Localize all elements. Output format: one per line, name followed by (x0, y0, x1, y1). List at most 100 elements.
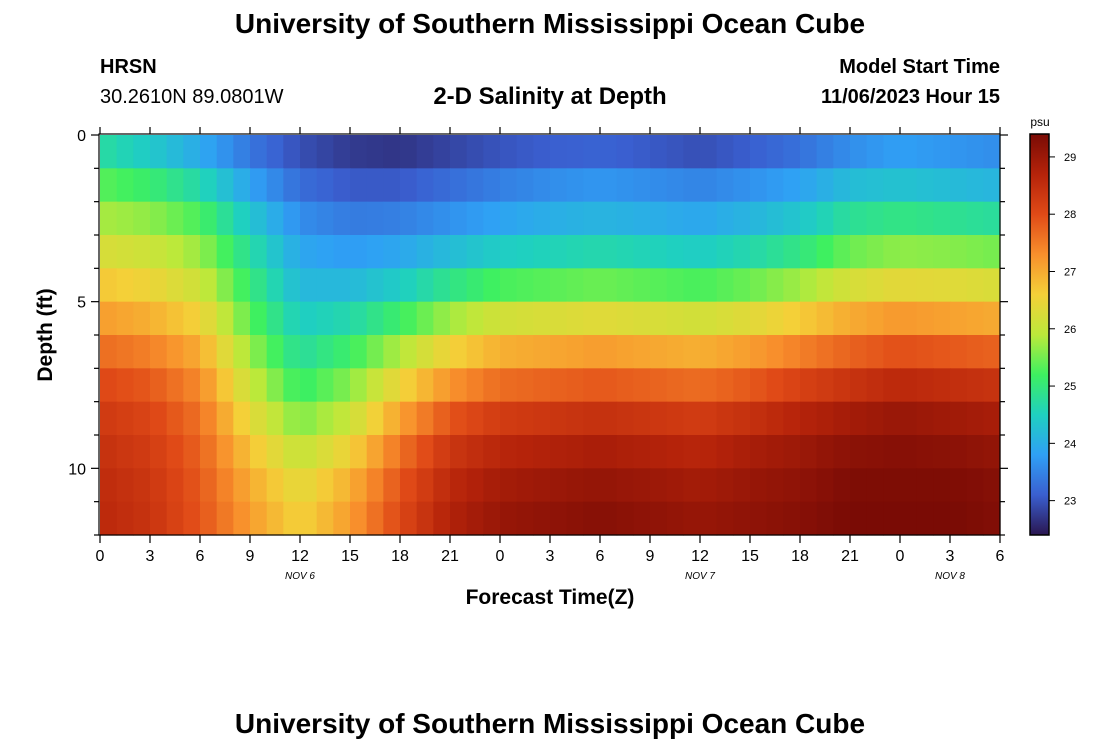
model-start-label: Model Start Time (839, 56, 1000, 78)
heat-cell (933, 401, 951, 436)
heat-cell (350, 235, 368, 269)
heat-cell (333, 268, 351, 303)
heat-cell (283, 368, 301, 403)
heat-cell (416, 435, 434, 469)
heat-cell (950, 168, 968, 203)
heat-cell (916, 268, 934, 303)
x-tick-label: 18 (391, 548, 409, 565)
heat-cell (783, 368, 801, 403)
heat-cell (150, 468, 168, 503)
heat-cell (550, 435, 568, 469)
heat-cell (316, 368, 334, 403)
heat-cell (516, 235, 534, 269)
heat-cell (716, 435, 734, 469)
heat-cell (950, 301, 968, 336)
heat-cell (283, 468, 301, 503)
heat-cell (733, 168, 751, 203)
heat-cell (283, 335, 301, 369)
heat-cell (250, 301, 268, 336)
heat-cell (533, 501, 551, 536)
heat-cell (183, 201, 201, 236)
heat-cell (383, 401, 401, 436)
heat-cell (133, 168, 151, 203)
heat-cell (666, 168, 684, 203)
heat-cell (283, 168, 301, 203)
heat-cell (550, 335, 568, 369)
heat-cell (116, 135, 134, 169)
heat-cell (516, 335, 534, 369)
heat-cell (650, 401, 668, 436)
heat-cell (533, 235, 551, 269)
heat-cell (200, 468, 218, 503)
heat-cell (283, 401, 301, 436)
heat-cell (900, 301, 918, 336)
heat-cell (200, 135, 218, 169)
heat-cell (233, 135, 251, 169)
heat-cell (400, 468, 418, 503)
y-tick-label: 5 (77, 295, 86, 312)
heat-cell (316, 235, 334, 269)
heat-cell (500, 335, 518, 369)
x-tick-label: 6 (996, 548, 1005, 565)
heat-cell (800, 435, 818, 469)
date-label: NOV 7 (685, 571, 715, 582)
heat-cell (483, 401, 501, 436)
heat-cell (683, 468, 701, 503)
heat-cell (350, 168, 368, 203)
heat-cell (600, 235, 618, 269)
heat-cell (583, 135, 601, 169)
heat-cell (200, 368, 218, 403)
heat-cell (416, 501, 434, 536)
heat-cell (900, 368, 918, 403)
heat-cell (116, 468, 134, 503)
model-start-value: 11/06/2023 Hour 15 (820, 86, 1000, 108)
heat-cell (950, 401, 968, 436)
heat-cell (450, 201, 468, 236)
heat-cell (133, 401, 151, 436)
heat-cell (766, 468, 784, 503)
heat-cell (133, 468, 151, 503)
heat-cell (950, 268, 968, 303)
heat-cell (900, 335, 918, 369)
heat-cell (566, 401, 584, 436)
colorbar-tick-label: 25 (1064, 381, 1076, 393)
heat-cell (566, 468, 584, 503)
heat-cell (733, 401, 751, 436)
x-tick-label: 9 (246, 548, 255, 565)
heat-cell (816, 501, 834, 536)
heat-cell (250, 168, 268, 203)
colorbar-tick-label: 29 (1064, 152, 1076, 164)
heat-cell (933, 435, 951, 469)
heat-cell (433, 301, 451, 336)
heat-cell (750, 468, 768, 503)
heat-cell (100, 401, 118, 436)
heat-cell (916, 501, 934, 536)
heat-cell (683, 301, 701, 336)
heat-cell (550, 468, 568, 503)
heat-cell (950, 235, 968, 269)
heat-cell (233, 468, 251, 503)
heat-cell (866, 268, 884, 303)
heat-cell (500, 201, 518, 236)
heat-cell (566, 135, 584, 169)
heat-cell (200, 301, 218, 336)
heat-cell (466, 501, 484, 536)
heat-cell (816, 468, 834, 503)
heat-cell (216, 235, 234, 269)
heat-cell (850, 268, 868, 303)
heat-cell (666, 401, 684, 436)
heat-cell (733, 468, 751, 503)
heat-cell (266, 435, 284, 469)
heat-cell (366, 468, 384, 503)
heat-cell (183, 501, 201, 536)
heat-cell (833, 235, 851, 269)
x-tick-label: 6 (196, 548, 205, 565)
heat-cell (750, 335, 768, 369)
heat-cell (666, 235, 684, 269)
heat-cell (200, 201, 218, 236)
heat-cell (983, 335, 1001, 369)
heat-cell (766, 135, 784, 169)
heat-cell (666, 435, 684, 469)
heat-cell (766, 168, 784, 203)
heat-cell (800, 235, 818, 269)
